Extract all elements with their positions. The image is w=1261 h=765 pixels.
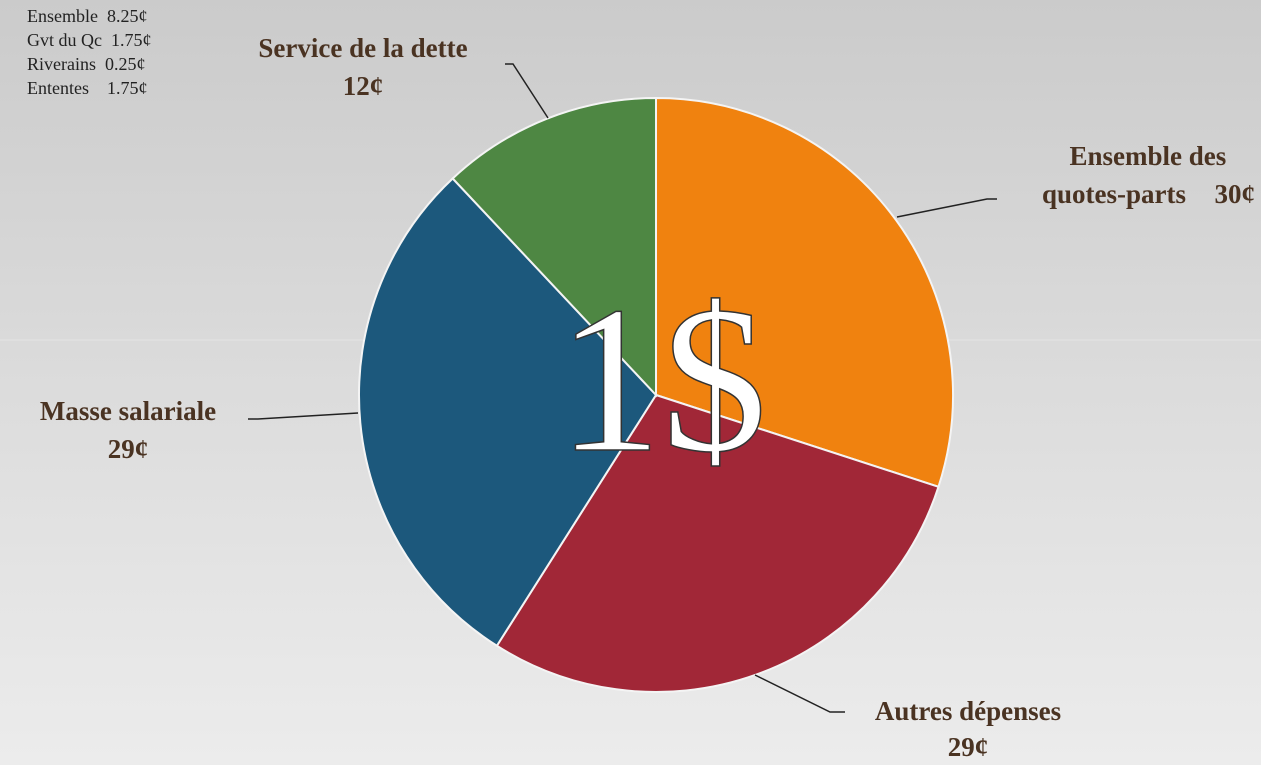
- pie-slice: [655, 96, 954, 489]
- slice-label: Masse salariale: [40, 396, 216, 426]
- slice-label: Autres dépenses: [875, 696, 1061, 726]
- slice-label: Ensemble des quotes-parts: [1042, 141, 1233, 209]
- value-label: 29¢: [108, 434, 149, 464]
- annotation: Ensemble 8.25¢: [27, 6, 147, 26]
- leader-line: [505, 63, 549, 119]
- value-label: 30¢: [1215, 179, 1256, 209]
- leader-line: [248, 412, 359, 420]
- leader-line: [896, 198, 997, 218]
- slice-label: Service de la dette: [258, 33, 467, 63]
- annotation: Riverains 0.25¢: [27, 54, 146, 74]
- annotation: Ententes 1.75¢: [27, 78, 147, 98]
- pie: [358, 96, 954, 693]
- pie-slice: [451, 96, 657, 398]
- pie-slice: [358, 177, 658, 648]
- pie-slice: [495, 393, 940, 693]
- leader-line: [754, 674, 845, 713]
- center-label: 1$: [557, 264, 767, 496]
- value-label: 12¢: [343, 71, 384, 101]
- value-label: 29¢: [948, 732, 989, 762]
- annotation: Gvt du Qc 1.75¢: [27, 30, 152, 50]
